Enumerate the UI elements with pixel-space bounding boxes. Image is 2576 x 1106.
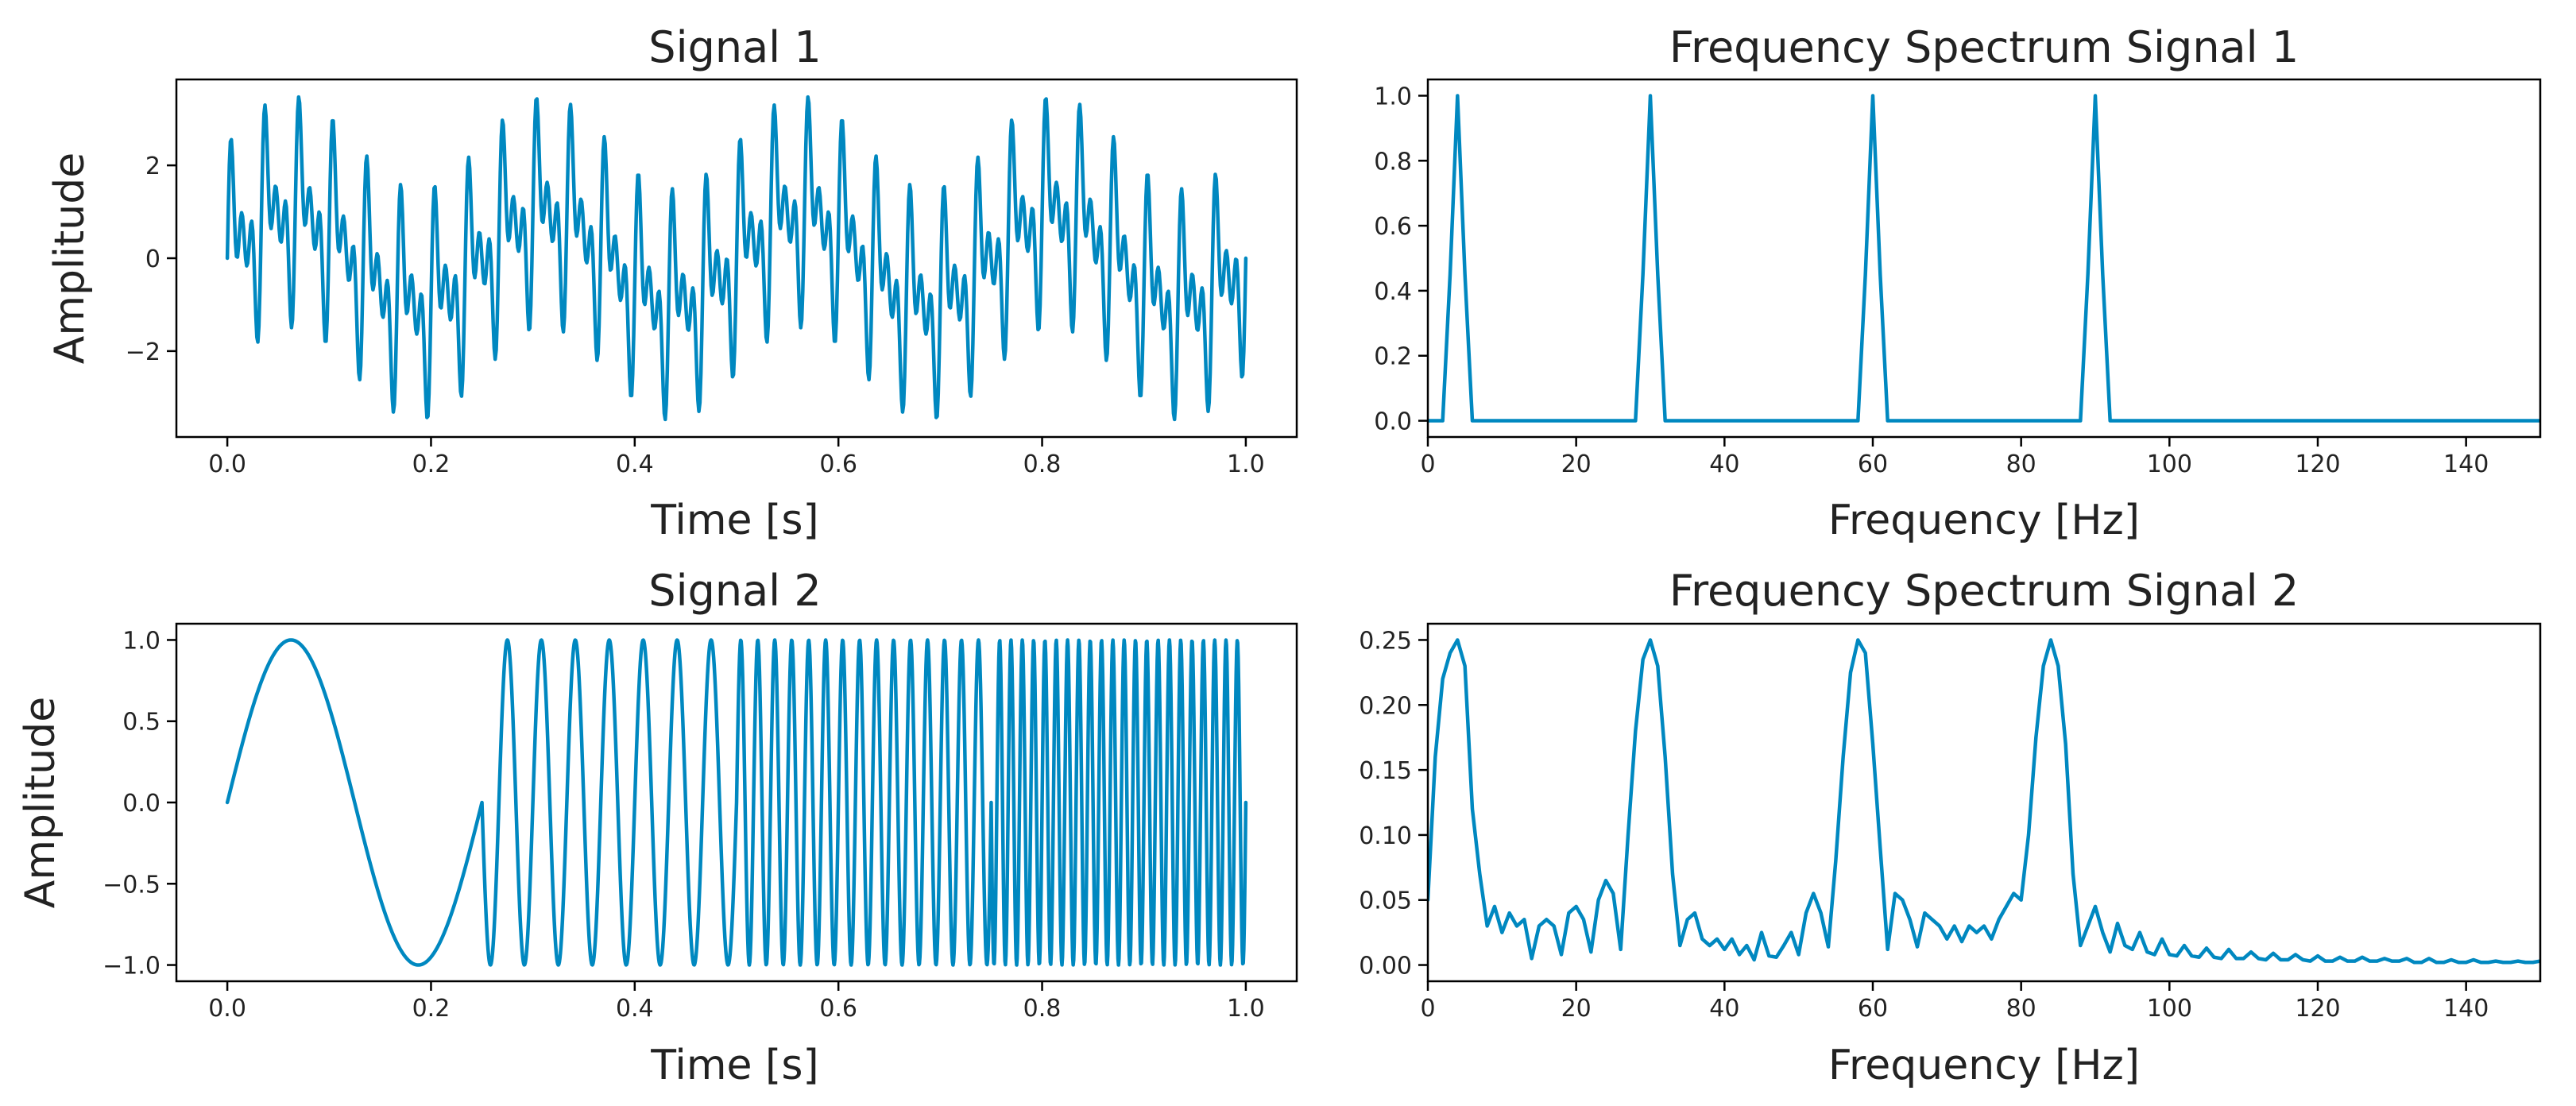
x-axis-label: Time [s] bbox=[650, 497, 818, 544]
x-tick-label: 20 bbox=[1561, 451, 1592, 478]
x-tick-label: 40 bbox=[1709, 451, 1739, 478]
y-tick-label: 0.15 bbox=[1359, 757, 1412, 785]
x-tick-label: 1.0 bbox=[1227, 451, 1265, 478]
chart-signal-1: Signal 1 0.0 0.2 0.4 0.6 0.8 1.0 2 0 −2 Time [s]… bbox=[46, 22, 1298, 544]
series-line-1 bbox=[1428, 638, 2540, 965]
x-tick-label: 0 bbox=[1420, 995, 1435, 1023]
y-tick-label: 1.0 bbox=[1374, 83, 1412, 110]
y-tick-label: 0.05 bbox=[1359, 888, 1412, 915]
y-tick-label: 0.10 bbox=[1359, 822, 1412, 850]
chart-title: Frequency Spectrum Signal 1 bbox=[1669, 22, 2299, 72]
y-tick-label: −0.5 bbox=[102, 871, 161, 899]
x-tick-label: 0.0 bbox=[208, 995, 246, 1023]
chart-title: Signal 2 bbox=[648, 566, 821, 616]
y-tick-label: 0.00 bbox=[1359, 953, 1412, 980]
x-tick-label: 0.6 bbox=[819, 995, 857, 1023]
y-tick-label: 0.5 bbox=[122, 709, 161, 737]
x-tick-label: 0.2 bbox=[412, 451, 451, 478]
y-tick-label: 0 bbox=[145, 246, 161, 273]
x-axis-label: Frequency [Hz] bbox=[1828, 497, 2140, 544]
series-line-1 bbox=[225, 95, 1248, 422]
chart-signal-2: Signal 2 0.0 0.2 0.4 0.6 0.8 1.0 1.0 0.5 0.0 −0.5… bbox=[17, 566, 1298, 1089]
x-tick-label: 0.6 bbox=[819, 451, 857, 478]
y-axis-label: Amplitude bbox=[46, 153, 94, 364]
y-tick-label: 2 bbox=[145, 153, 161, 180]
x-tick-label: 0.0 bbox=[208, 451, 246, 478]
x-tick-label: 60 bbox=[1858, 451, 1888, 478]
x-tick-label: 0.4 bbox=[616, 995, 654, 1023]
x-tick-label: 120 bbox=[2295, 995, 2340, 1023]
x-tick-label: 120 bbox=[2295, 451, 2340, 478]
series-line-1 bbox=[1428, 94, 2540, 423]
x-tick-label: 80 bbox=[2006, 451, 2036, 478]
y-tick-label: 0.0 bbox=[122, 790, 161, 818]
x-tick-label: 80 bbox=[2006, 995, 2036, 1023]
y-tick-label: −1.0 bbox=[102, 953, 161, 980]
y-tick-label: −2 bbox=[126, 338, 161, 366]
x-tick-label: 0 bbox=[1420, 451, 1435, 478]
x-axis-label: Time [s] bbox=[650, 1042, 818, 1089]
x-tick-label: 100 bbox=[2147, 451, 2192, 478]
y-tick-label: 1.0 bbox=[122, 627, 161, 655]
x-tick-label: 1.0 bbox=[1227, 995, 1265, 1023]
x-tick-label: 0.8 bbox=[1023, 451, 1062, 478]
plot-frame bbox=[1426, 622, 2542, 983]
x-tick-label: 140 bbox=[2443, 995, 2489, 1023]
x-tick-label: 0.2 bbox=[412, 995, 451, 1023]
y-tick-label: 0.8 bbox=[1374, 148, 1412, 176]
y-tick-label: 0.20 bbox=[1359, 692, 1412, 720]
x-axis-label: Frequency [Hz] bbox=[1828, 1042, 2140, 1089]
x-tick-label: 0.4 bbox=[616, 451, 654, 478]
y-tick-label: 0.2 bbox=[1374, 343, 1412, 371]
x-tick-label: 0.8 bbox=[1023, 995, 1062, 1023]
plot-frame bbox=[1426, 78, 2542, 439]
x-tick-label: 20 bbox=[1561, 995, 1592, 1023]
y-tick-label: 0.4 bbox=[1374, 278, 1412, 306]
chart-spectrum-2: Frequency Spectrum Signal 2 0 20 40 60 80 100… bbox=[1359, 566, 2542, 1089]
y-axis-label: Amplitude bbox=[17, 697, 64, 908]
x-tick-label: 60 bbox=[1858, 995, 1888, 1023]
series-line-1 bbox=[225, 638, 1248, 967]
x-tick-label: 100 bbox=[2147, 995, 2192, 1023]
chart-spectrum-1: Frequency Spectrum Signal 1 0 20 40 60 80 100… bbox=[1374, 22, 2542, 544]
x-tick-label: 40 bbox=[1709, 995, 1739, 1023]
x-tick-label: 140 bbox=[2443, 451, 2489, 478]
y-tick-label: 0.0 bbox=[1374, 408, 1412, 436]
y-tick-label: 0.6 bbox=[1374, 213, 1412, 241]
chart-title: Signal 1 bbox=[648, 22, 821, 72]
y-tick-label: 0.25 bbox=[1359, 627, 1412, 655]
chart-title: Frequency Spectrum Signal 2 bbox=[1669, 566, 2299, 616]
